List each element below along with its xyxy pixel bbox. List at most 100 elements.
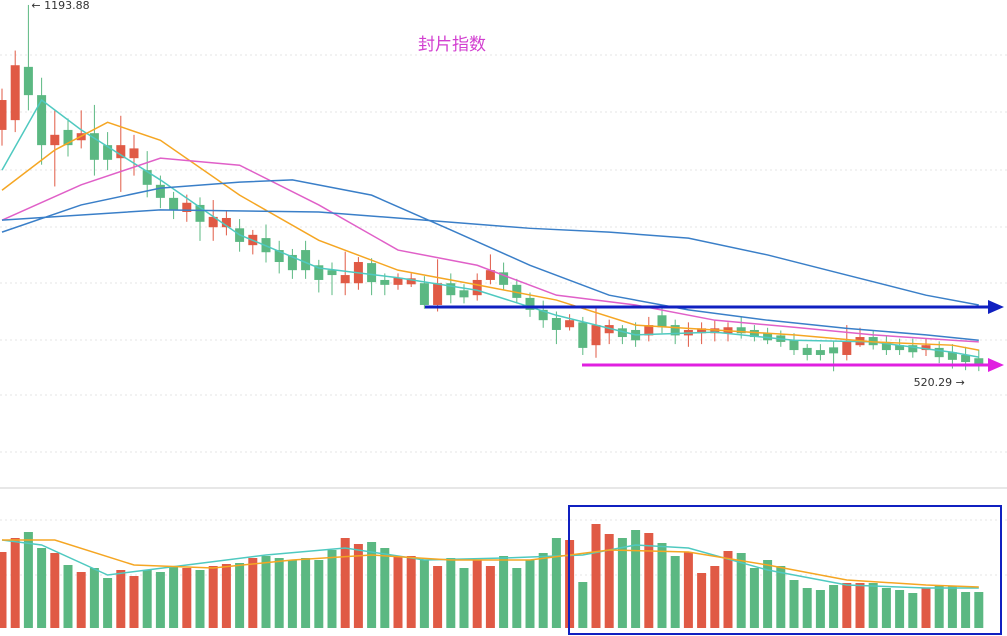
candle-body <box>169 197 179 210</box>
volume-bar <box>155 572 165 628</box>
candle-body <box>380 279 390 285</box>
volume-average <box>2 539 979 588</box>
volume-bar <box>182 568 192 628</box>
candle-body <box>697 328 707 334</box>
candle-body <box>802 347 812 355</box>
volume-bar <box>763 560 773 628</box>
high-label: ← 1193.88 <box>31 0 89 12</box>
low-label: 520.29 → <box>914 376 965 389</box>
candle-body <box>274 250 284 263</box>
volume-bar <box>76 572 86 628</box>
volume-bar <box>723 551 733 628</box>
moving-average <box>1 98 979 358</box>
volume-bar <box>103 578 113 628</box>
volume-bar <box>314 560 324 628</box>
volume-bar <box>274 558 284 628</box>
volume-panel <box>0 524 984 628</box>
volume-bar <box>327 550 337 628</box>
volume-bar <box>538 553 548 628</box>
candle-body <box>815 350 825 355</box>
volume-bar <box>287 560 297 628</box>
volume-bar <box>961 592 971 628</box>
volume-average <box>1 539 979 589</box>
candle-body <box>116 145 126 159</box>
volume-bar <box>367 542 377 628</box>
volume-bar <box>380 548 390 628</box>
volume-bar <box>472 560 482 628</box>
candle-body <box>538 309 548 321</box>
volume-bar <box>89 568 99 628</box>
volume-bar <box>644 533 654 628</box>
volume-bar <box>301 558 311 628</box>
volume-bar <box>908 593 918 628</box>
volume-bar <box>340 538 350 628</box>
volume-bar <box>736 553 746 628</box>
candle-body <box>103 145 113 160</box>
candle-body <box>657 315 667 328</box>
volume-bar <box>50 553 60 628</box>
volume-bar <box>670 556 680 628</box>
volume-bar <box>419 560 429 628</box>
candle-body <box>551 318 561 330</box>
candle-body <box>974 358 984 365</box>
volume-bar <box>855 583 865 628</box>
volume-bar <box>657 543 667 628</box>
candle-body <box>512 284 522 298</box>
volume-bar <box>0 552 7 628</box>
candle-body <box>749 329 759 338</box>
volume-bar <box>459 568 469 628</box>
volume-bar <box>142 570 152 628</box>
volume-bar <box>37 548 47 628</box>
candle-body <box>472 279 482 296</box>
candle-body <box>525 297 535 310</box>
volume-bar <box>776 566 786 628</box>
volume-bar <box>604 534 614 628</box>
candle-body <box>868 337 878 346</box>
volume-bar <box>842 583 852 628</box>
volume-bar <box>947 586 957 628</box>
volume-bar <box>485 566 495 628</box>
moving-average <box>1 157 979 343</box>
volume-bar <box>934 586 944 628</box>
volume-bar <box>578 582 588 628</box>
volume-bar <box>512 568 522 628</box>
candle-body <box>129 148 139 159</box>
volume-bar <box>617 538 627 628</box>
candle-body <box>644 325 654 336</box>
candle-body <box>23 66 33 96</box>
volume-bar <box>974 592 984 628</box>
moving-average <box>1 209 979 306</box>
candle-body <box>763 333 773 341</box>
candle-body <box>314 265 324 280</box>
candle-body <box>842 341 852 355</box>
candle-body <box>367 263 377 283</box>
volume-bar <box>221 564 231 628</box>
volume-bar <box>697 573 707 628</box>
candle-body <box>10 65 20 121</box>
candle-body <box>499 272 509 285</box>
moving-average <box>1 121 979 351</box>
candle-body <box>340 275 350 284</box>
candle-body <box>37 95 47 146</box>
candle-body <box>301 250 311 271</box>
volume-bar <box>446 558 456 628</box>
candle-body <box>50 134 60 146</box>
candle-body <box>829 347 839 354</box>
candle-body <box>287 254 297 271</box>
moving-average <box>1 179 979 342</box>
candle-body <box>221 217 231 228</box>
volume-bar <box>23 532 33 628</box>
volume-bar <box>868 583 878 628</box>
volume-bar <box>195 570 205 628</box>
volume-bar <box>63 565 73 628</box>
candle-body <box>881 341 891 351</box>
volume-bar <box>631 530 641 628</box>
volume-bar <box>433 566 443 628</box>
candle-body <box>934 347 944 358</box>
candle-body <box>578 322 588 348</box>
candle-body <box>604 325 614 334</box>
candle-body <box>142 170 152 185</box>
candle-body <box>921 345 931 351</box>
candle-body <box>789 340 799 351</box>
